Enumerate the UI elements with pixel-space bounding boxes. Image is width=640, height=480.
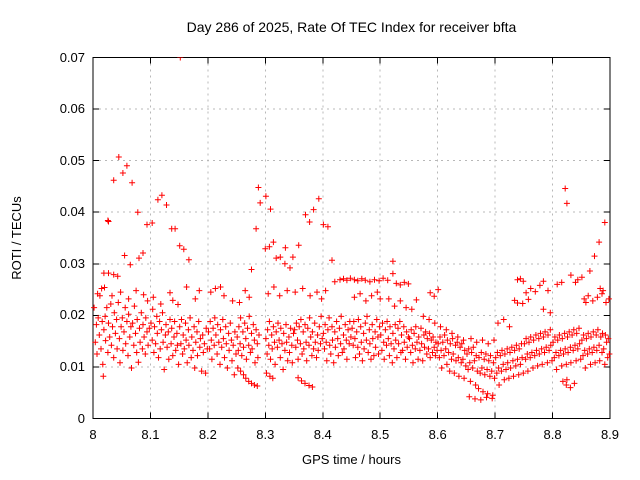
x-tick-label: 8.4: [313, 427, 332, 442]
y-tick-label: 0: [77, 410, 85, 426]
y-tick-label: 0.01: [59, 358, 85, 374]
grid-lines: [93, 57, 610, 419]
data-points: [91, 57, 613, 403]
x-tick-label: 8.8: [543, 427, 562, 442]
x-tick-label: 8.2: [198, 427, 217, 442]
y-axis-label: ROTI / TECUs: [9, 196, 24, 280]
chart-title: Day 286 of 2025, Rate Of TEC Index for r…: [186, 19, 517, 35]
x-axis-label: GPS time / hours: [302, 452, 401, 467]
y-tick-label: 0.05: [59, 152, 85, 168]
y-tick-label: 0.03: [59, 255, 85, 271]
y-tick-label: 0.02: [59, 307, 85, 323]
x-tick-label: 8.3: [256, 427, 275, 442]
x-tick-label: 8: [89, 427, 97, 442]
tick-marks: [92, 57, 611, 419]
y-tick-label: 0.06: [59, 101, 85, 117]
x-tick-label: 8.5: [371, 427, 390, 442]
x-tick-label: 8.7: [486, 427, 505, 442]
x-tick-label: 8.1: [141, 427, 160, 442]
x-tick-label: 8.6: [428, 427, 447, 442]
plot-frame: [92, 57, 611, 419]
y-tick-label: 0.04: [59, 204, 85, 220]
y-tick-label: 0.07: [59, 49, 85, 65]
x-tick-label: 8.9: [600, 427, 620, 442]
